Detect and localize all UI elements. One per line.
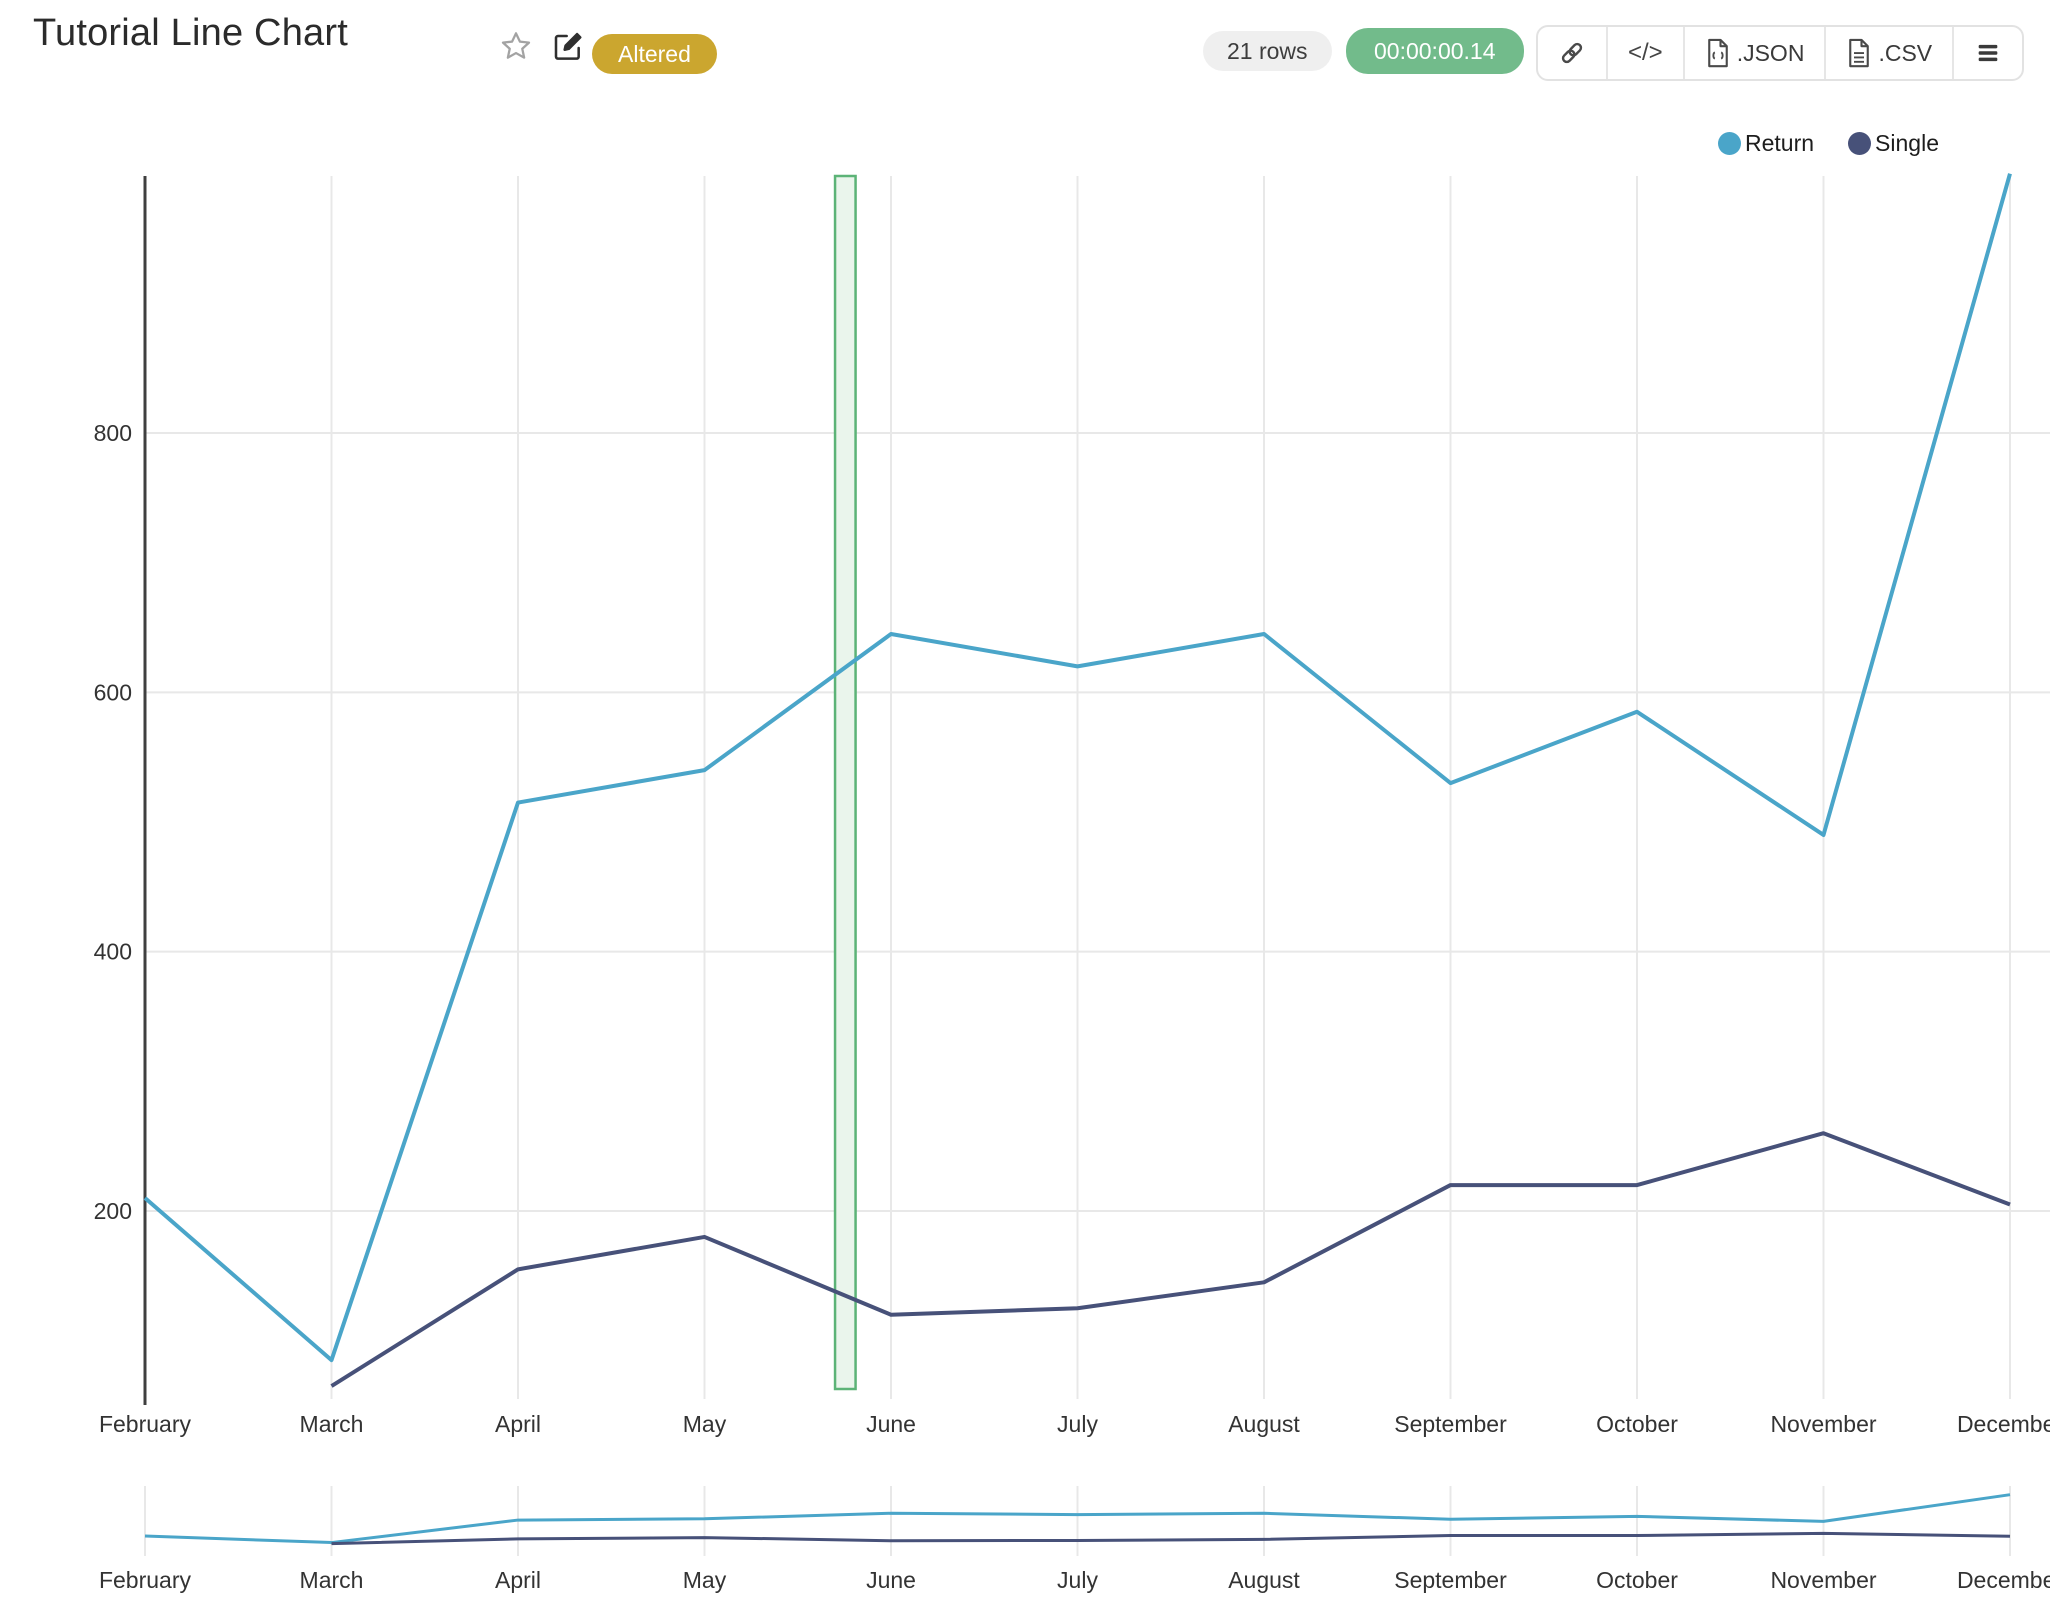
link-icon <box>1558 39 1586 67</box>
csv-file-icon <box>1846 38 1872 68</box>
x-tick-label: June <box>866 1411 916 1437</box>
code-icon: </> <box>1628 39 1663 66</box>
y-tick-label: 200 <box>94 1198 132 1224</box>
range-selector-label: August <box>1228 1567 1300 1593</box>
x-tick-label: September <box>1394 1411 1507 1437</box>
page-title: Tutorial Line Chart <box>33 12 348 54</box>
x-tick-label: December <box>1957 1411 2050 1437</box>
favorite-star-icon[interactable] <box>500 30 532 62</box>
csv-button-label: .CSV <box>1878 39 1933 66</box>
chart-legend: Return Single <box>1718 130 1939 157</box>
legend-label: Single <box>1875 130 1939 156</box>
embed-code-button[interactable]: </> <box>1608 27 1685 79</box>
x-tick-label: May <box>683 1411 727 1437</box>
y-tick-label: 800 <box>94 420 132 446</box>
series-line-single[interactable] <box>330 1131 2011 1388</box>
json-file-icon <box>1705 38 1731 68</box>
status-badge: Altered <box>592 34 717 74</box>
range-series-single[interactable] <box>331 1531 2011 1546</box>
row-count-badge: 21 rows <box>1203 31 1332 71</box>
range-selector-label: September <box>1394 1567 1507 1593</box>
legend-dot <box>1848 132 1872 155</box>
range-series-return[interactable] <box>144 1493 2011 1545</box>
gridlines: 200 400 600 800 February February March March Ap… <box>94 176 2050 1593</box>
json-button-label: .JSON <box>1736 39 1805 66</box>
x-tick-label: February <box>99 1411 192 1437</box>
range-selector-label: July <box>1057 1567 1098 1593</box>
result-toolbar: </> .JSON .CSV <box>1536 25 2025 81</box>
x-tick-label: July <box>1057 1411 1098 1437</box>
range-selector-label: April <box>495 1567 541 1593</box>
x-tick-label: November <box>1770 1411 1876 1437</box>
range-selector-label: February <box>99 1567 192 1593</box>
copy-link-button[interactable] <box>1538 27 1608 79</box>
download-csv-button[interactable]: .CSV <box>1826 27 1955 79</box>
edit-name-icon[interactable] <box>552 30 584 62</box>
range-selector-label: June <box>866 1567 916 1593</box>
range-selector-label: December <box>1957 1567 2050 1593</box>
range-selector-label: November <box>1770 1567 1876 1593</box>
legend-label: Return <box>1745 130 1815 156</box>
x-tick-label: August <box>1228 1411 1300 1437</box>
more-options-menu-button[interactable] <box>1954 27 2022 79</box>
x-tick-label: October <box>1596 1411 1678 1437</box>
x-tick-label: March <box>300 1411 364 1437</box>
range-selector-label: May <box>683 1567 727 1593</box>
legend-item-return[interactable]: Return <box>1718 130 1814 157</box>
execution-timer-badge: 00:00:00.14 <box>1346 28 1524 74</box>
download-json-button[interactable]: .JSON <box>1685 27 1827 79</box>
series-line-return[interactable] <box>143 173 2012 1363</box>
y-tick-label: 600 <box>94 679 132 705</box>
hamburger-menu-icon <box>1974 39 2002 67</box>
x-tick-label: April <box>495 1411 541 1437</box>
range-selector-label: March <box>300 1567 364 1593</box>
y-tick-label: 400 <box>94 939 132 965</box>
legend-item-single[interactable]: Single <box>1848 130 1939 157</box>
range-selector-label: October <box>1596 1567 1678 1593</box>
legend-dot <box>1718 132 1741 155</box>
highlight-band[interactable] <box>833 174 857 1391</box>
